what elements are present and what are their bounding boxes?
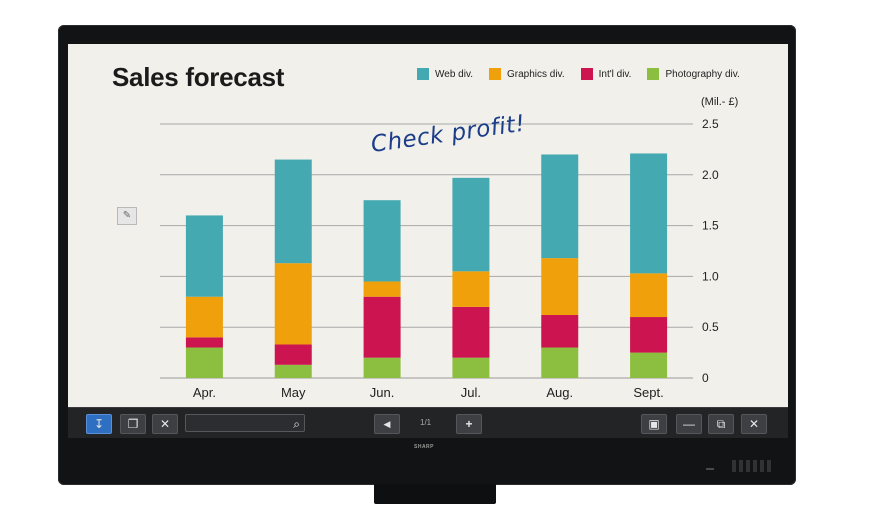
search-field[interactable]: ⌕ — [185, 414, 305, 432]
legend-item-graphics: Graphics div. — [488, 68, 565, 80]
bar-segment — [274, 263, 312, 345]
speaker-grille — [732, 460, 774, 472]
y-axis-unit-label: (Mil.- £) — [701, 96, 739, 108]
search-icon: ⌕ — [293, 417, 300, 431]
bar-segment — [541, 258, 579, 316]
x-tick-label: Apr. — [193, 385, 216, 400]
legend-item-web: Web div. — [417, 68, 473, 80]
legend-swatch-photography — [647, 68, 660, 80]
page-indicator: 1/1 — [420, 418, 432, 427]
legend-label-intl: Int'l div. — [598, 68, 632, 80]
y-tick-label: 0 — [702, 371, 709, 385]
tools-button[interactable]: ✕ — [152, 414, 178, 434]
x-tick-label: Jun. — [370, 385, 395, 400]
bottom-toolbar: ↧ ❐ ✕ ⌕ ◀ 1/1 + ▣ — ⧉ ✕ — [68, 407, 788, 438]
bar-segment — [452, 177, 490, 272]
x-tick-label: Aug. — [546, 385, 573, 400]
legend-label-web: Web div. — [435, 68, 473, 80]
bar-segment — [452, 306, 490, 358]
x-tick-label: Jul. — [461, 385, 481, 400]
brand-logo: SHARP — [414, 444, 435, 450]
bar-segment — [363, 200, 401, 282]
y-tick-label: 1.0 — [702, 269, 719, 283]
layers-button[interactable]: ❐ — [120, 414, 146, 434]
bar-segment — [541, 347, 579, 378]
power-indicator — [706, 468, 714, 470]
bar-segment — [185, 337, 223, 348]
bar-segment — [630, 317, 668, 353]
y-tick-label: 0.5 — [702, 320, 719, 334]
bar-segment — [363, 357, 401, 378]
legend-swatch-intl — [580, 68, 593, 80]
bar-segment — [630, 153, 668, 274]
screen: Sales forecast Web div. Graphics div. In… — [68, 44, 788, 407]
y-tick-label: 2.5 — [702, 117, 719, 131]
bar-segment — [452, 357, 490, 378]
legend-swatch-web — [417, 68, 429, 80]
chart-legend: Web div. Graphics div. Int'l div. Photog… — [417, 68, 740, 80]
bar-segment — [630, 273, 668, 318]
bar-segment — [185, 347, 223, 378]
legend-item-photography: Photography div. — [647, 68, 740, 80]
window-button[interactable]: ⧉ — [708, 414, 734, 434]
minimize-button[interactable]: — — [676, 414, 702, 434]
legend-label-graphics: Graphics div. — [506, 68, 565, 80]
bar-segment — [363, 296, 401, 358]
x-tick-label: Sept. — [633, 385, 663, 400]
switch-mode-button[interactable]: ▣ — [641, 414, 667, 434]
bar-segment — [185, 215, 223, 297]
legend-label-photography: Photography div. — [665, 68, 740, 80]
add-page-button[interactable]: + — [456, 414, 482, 434]
bar-chart: 2.5 2.0 1.5 1.0 0.5 0 Apr. May Jun. Jul. Aug. Sept. — [160, 117, 719, 400]
bar-segment — [452, 271, 490, 307]
bar-segment — [541, 315, 579, 348]
bar-segment — [274, 364, 312, 378]
x-tick-label: May — [281, 385, 306, 400]
pen-button[interactable]: ↧ — [86, 414, 112, 434]
legend-swatch-graphics — [488, 68, 501, 80]
chart-title: Sales forecast — [112, 62, 285, 92]
display-stand — [374, 484, 496, 504]
pen-tool-icon[interactable]: ✎ — [117, 207, 137, 225]
prev-page-button[interactable]: ◀ — [374, 414, 400, 434]
y-tick-label: 2.0 — [702, 168, 719, 182]
close-button[interactable]: ✕ — [741, 414, 767, 434]
bar-segment — [541, 154, 579, 259]
y-tick-label: 1.5 — [702, 219, 719, 233]
bar-segment — [185, 296, 223, 338]
bar-segment — [274, 344, 312, 365]
bar-segment — [630, 352, 668, 378]
bar-segment — [274, 159, 312, 264]
bar-segment — [363, 281, 401, 297]
legend-item-intl: Int'l div. — [580, 68, 632, 80]
